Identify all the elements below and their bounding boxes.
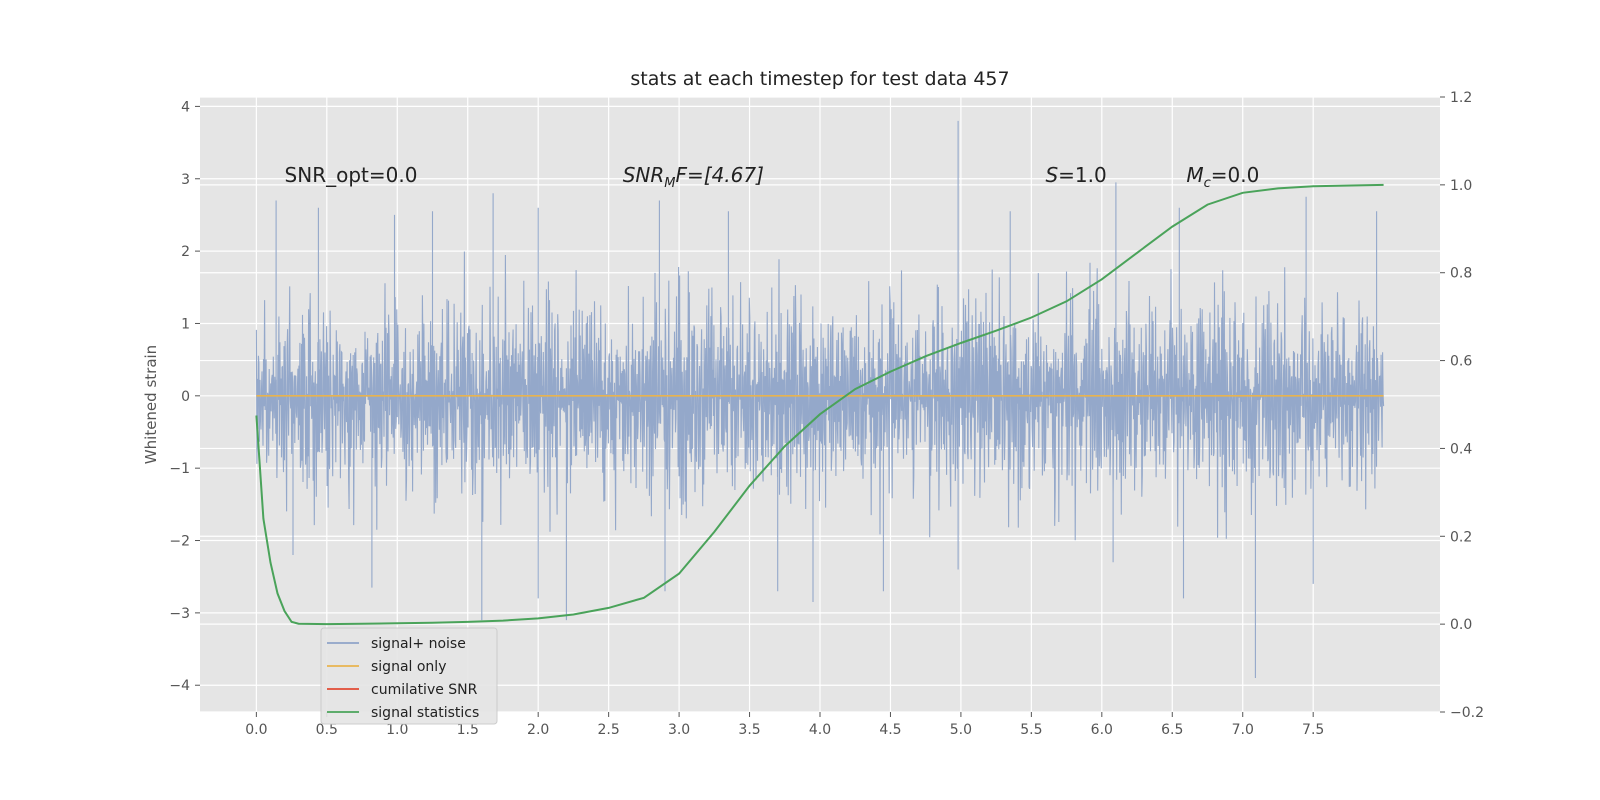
x-tick-label: 4.5 (879, 722, 901, 738)
stat-annotation: S=1.0 (1045, 163, 1106, 187)
x-tick-label: 2.5 (598, 722, 620, 738)
legend: signal+ noise signal only cumilative SNR si… (320, 627, 498, 725)
annotation-subscript: c (1204, 176, 1211, 191)
x-tick-label: 0.0 (245, 722, 267, 738)
annotation-value: =1.0 (1058, 163, 1107, 187)
y2-tick-label: 0.6 (1450, 354, 1472, 370)
stat-annotation: Mc=0.0 (1186, 163, 1259, 191)
y2-tick-label: 0.8 (1450, 266, 1472, 282)
y-tick-label: −3 (169, 606, 190, 622)
y-tick-label: 2 (181, 244, 190, 260)
x-tick-label: 3.5 (738, 722, 760, 738)
x-tick-label: 5.0 (950, 722, 972, 738)
y-tick-label: 1 (181, 316, 190, 332)
y-tick-label: −1 (169, 461, 190, 477)
x-tick-label: 7.5 (1302, 722, 1324, 738)
y2-tick-label: 0.0 (1450, 617, 1472, 633)
legend-label: cumilative SNR (371, 682, 478, 698)
y-tick-label: 0 (181, 389, 190, 405)
annotation-value: =0.0 (1211, 163, 1260, 187)
x-tick-label: 1.5 (457, 722, 479, 738)
y-tick-label: −4 (169, 678, 190, 694)
x-tick-label: 3.0 (668, 722, 690, 738)
x-tick-label: 5.5 (1020, 722, 1042, 738)
annotation-value: F=[4.67] (676, 163, 764, 187)
legend-label: signal only (371, 659, 446, 675)
y2-tick-label: 1.2 (1450, 90, 1472, 106)
x-tick-label: 6.5 (1161, 722, 1183, 738)
y-tick-label: 4 (181, 99, 190, 115)
legend-label: signal+ noise (371, 636, 466, 652)
y-axis-label: Whitened strain (142, 345, 160, 464)
annotation-subscript: M (664, 176, 675, 191)
legend-box (320, 627, 498, 725)
stat-annotation: SNR_opt=0.0 (285, 163, 418, 187)
annotation-main: SNR_opt=0.0 (285, 163, 418, 187)
x-tick-label: 4.0 (809, 722, 831, 738)
annotation-main: SNR (623, 163, 665, 187)
annotation-main: M (1186, 163, 1203, 187)
x-tick-label: 2.0 (527, 722, 549, 738)
y2-tick-label: 0.4 (1450, 441, 1472, 457)
series-line-signal-statistics (255, 183, 1384, 626)
x-tick-label: 1.0 (386, 722, 408, 738)
legend-label: signal statistics (371, 705, 479, 721)
y2-tick-label: −0.2 (1450, 705, 1484, 721)
y2-tick-label: 0.2 (1450, 529, 1472, 545)
signal-noise-line (255, 120, 1385, 678)
y-tick-label: −2 (169, 534, 190, 550)
x-tick-label: 0.5 (316, 722, 338, 738)
y-tick-label: 3 (181, 172, 190, 188)
annotation-main: S (1045, 163, 1058, 187)
chart-title: stats at each timestep for test data 457 (630, 68, 1009, 90)
y2-tick-label: 1.0 (1450, 178, 1472, 194)
x-tick-label: 6.0 (1091, 722, 1113, 738)
stat-annotation: SNRMF=[4.67] (623, 163, 764, 191)
signal-noise-trace (255, 120, 1385, 678)
x-tick-label: 7.0 (1232, 722, 1254, 738)
